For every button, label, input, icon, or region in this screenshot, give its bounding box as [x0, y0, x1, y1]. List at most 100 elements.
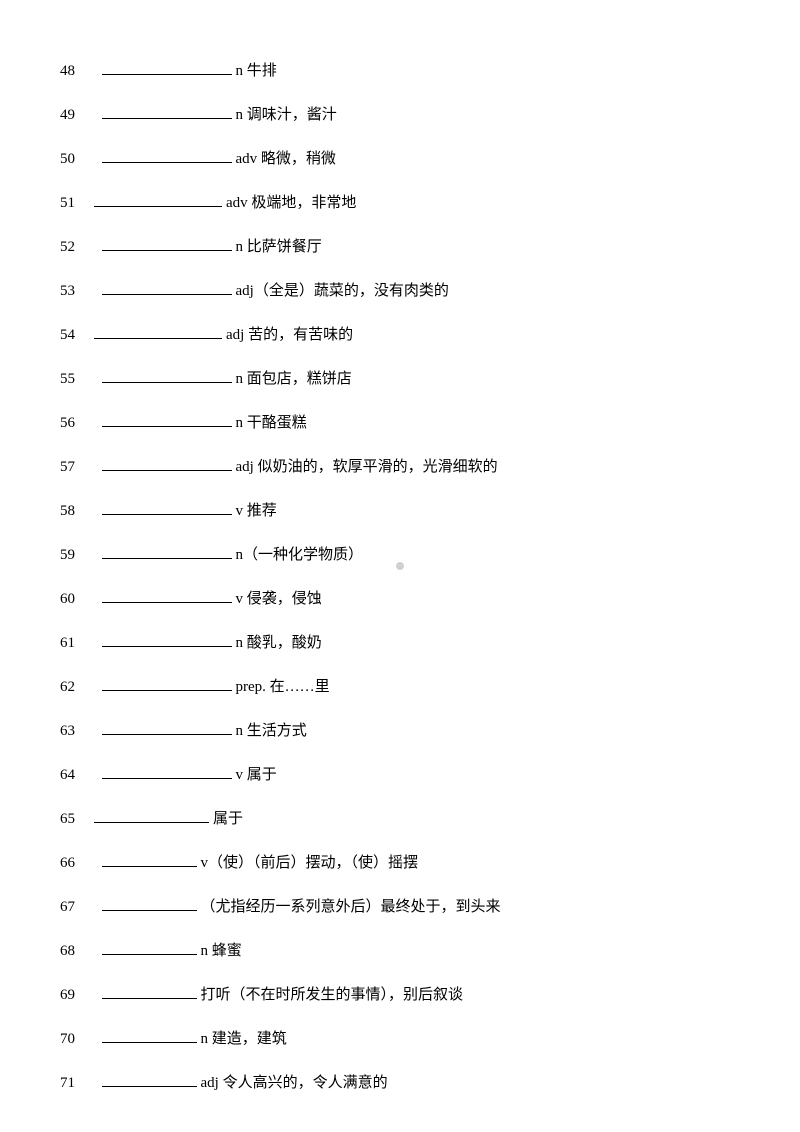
- blank-line: [102, 720, 232, 735]
- vocab-item: 62 prep. 在……里: [60, 676, 740, 699]
- item-number: 64: [60, 764, 88, 787]
- vocab-item: 63 n 生活方式: [60, 720, 740, 743]
- item-number: 61: [60, 632, 88, 655]
- item-number: 56: [60, 412, 88, 435]
- item-number: 53: [60, 280, 88, 303]
- gap: [92, 1028, 100, 1051]
- item-number: 49: [60, 104, 88, 127]
- definition: v 属于: [236, 764, 277, 787]
- vocab-item: 67 （尤指经历一系列意外后）最终处于，到头来: [60, 896, 740, 919]
- blank-line: [102, 412, 232, 427]
- item-number: 48: [60, 60, 88, 83]
- vocab-item: 53 adj（全是）蔬菜的，没有肉类的: [60, 280, 740, 303]
- blank-line: [102, 104, 232, 119]
- gap: [92, 368, 100, 391]
- item-number: 50: [60, 148, 88, 171]
- vocab-item: 69 打听（不在时所发生的事情），别后叙谈: [60, 984, 740, 1007]
- vocab-item: 70 n 建造，建筑: [60, 1028, 740, 1051]
- item-number: 66: [60, 852, 88, 875]
- gap: [92, 280, 100, 303]
- blank-line: [102, 1028, 197, 1043]
- vocab-item: 49 n 调味汁，酱汁: [60, 104, 740, 127]
- item-number: 71: [60, 1072, 88, 1095]
- blank-line: [102, 500, 232, 515]
- gap: [92, 456, 100, 479]
- gap: [92, 984, 100, 1007]
- gap: [92, 676, 100, 699]
- definition: n 面包店，糕饼店: [236, 368, 352, 391]
- definition: adj 似奶油的，软厚平滑的，光滑细软的: [236, 456, 498, 479]
- blank-line: [102, 588, 232, 603]
- definition: v 推荐: [236, 500, 277, 523]
- blank-line: [102, 280, 232, 295]
- item-number: 58: [60, 500, 88, 523]
- vocab-item: 71 adj 令人高兴的，令人满意的: [60, 1072, 740, 1095]
- gap: [92, 852, 100, 875]
- vocab-item: 68 n 蜂蜜: [60, 940, 740, 963]
- vocab-item: 58 v 推荐: [60, 500, 740, 523]
- blank-line: [102, 1072, 197, 1087]
- blank-line: [102, 896, 197, 911]
- gap: [92, 544, 100, 567]
- definition: adj 令人高兴的，令人满意的: [201, 1072, 388, 1095]
- vocab-item: 54adj 苦的，有苦味的: [60, 324, 740, 347]
- vocab-item: 48 n 牛排: [60, 60, 740, 83]
- vocab-item: 56 n 干酪蛋糕: [60, 412, 740, 435]
- gap: [92, 940, 100, 963]
- blank-line: [102, 368, 232, 383]
- item-number: 70: [60, 1028, 88, 1051]
- gap: [92, 588, 100, 611]
- vocab-item: 55 n 面包店，糕饼店: [60, 368, 740, 391]
- blank-line: [102, 632, 232, 647]
- vocab-item: 52 n 比萨饼餐厅: [60, 236, 740, 259]
- blank-line: [102, 236, 232, 251]
- item-number: 63: [60, 720, 88, 743]
- item-number: 59: [60, 544, 88, 567]
- item-number: 69: [60, 984, 88, 1007]
- vocab-item: 64 v 属于: [60, 764, 740, 787]
- blank-line: [102, 456, 232, 471]
- definition: n 比萨饼餐厅: [236, 236, 322, 259]
- blank-line: [102, 764, 232, 779]
- definition: （尤指经历一系列意外后）最终处于，到头来: [201, 896, 501, 919]
- gap: [92, 412, 100, 435]
- gap: [92, 1072, 100, 1095]
- vocab-item: 61 n 酸乳，酸奶: [60, 632, 740, 655]
- definition: adj（全是）蔬菜的，没有肉类的: [236, 280, 449, 303]
- gap: [92, 896, 100, 919]
- gap: [92, 500, 100, 523]
- item-number: 51: [60, 192, 88, 215]
- definition: v（使）（前后）摆动，（使）摇摆: [201, 852, 419, 875]
- definition: adv 略微，稍微: [236, 148, 336, 171]
- blank-line: [94, 192, 222, 207]
- vocab-item: 50 adv 略微，稍微: [60, 148, 740, 171]
- definition: n 酸乳，酸奶: [236, 632, 322, 655]
- definition: adj 苦的，有苦味的: [226, 324, 353, 347]
- gap: [92, 60, 100, 83]
- item-number: 52: [60, 236, 88, 259]
- watermark-dot: [396, 562, 404, 570]
- definition: n 生活方式: [236, 720, 307, 743]
- definition: n 蜂蜜: [201, 940, 242, 963]
- definition: v 侵袭，侵蚀: [236, 588, 322, 611]
- gap: [92, 104, 100, 127]
- vocab-item: 66 v（使）（前后）摆动，（使）摇摆: [60, 852, 740, 875]
- gap: [92, 764, 100, 787]
- blank-line: [94, 324, 222, 339]
- item-number: 62: [60, 676, 88, 699]
- blank-line: [102, 676, 232, 691]
- item-number: 67: [60, 896, 88, 919]
- definition: n（一种化学物质）: [236, 544, 364, 567]
- definition: prep. 在……里: [236, 676, 330, 699]
- gap: [92, 148, 100, 171]
- vocab-item: 51adv 极端地，非常地: [60, 192, 740, 215]
- item-number: 68: [60, 940, 88, 963]
- gap: [92, 632, 100, 655]
- definition: n 调味汁，酱汁: [236, 104, 337, 127]
- definition: 打听（不在时所发生的事情），别后叙谈: [201, 984, 464, 1007]
- item-number: 60: [60, 588, 88, 611]
- vocab-item: 57 adj 似奶油的，软厚平滑的，光滑细软的: [60, 456, 740, 479]
- definition: 属于: [213, 808, 243, 831]
- item-number: 57: [60, 456, 88, 479]
- blank-line: [94, 808, 209, 823]
